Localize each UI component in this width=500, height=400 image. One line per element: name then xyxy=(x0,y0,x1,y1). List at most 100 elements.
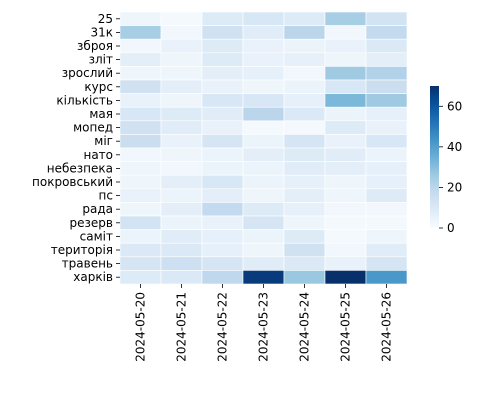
heatmap-cell xyxy=(160,147,203,162)
heatmap-cell xyxy=(201,66,244,81)
heatmap-cell xyxy=(283,25,326,40)
heatmap-cell xyxy=(242,38,285,54)
heatmap-cell xyxy=(365,215,408,230)
heatmap-cell xyxy=(283,174,326,190)
colorbar-tick-label: 40 xyxy=(447,140,462,154)
y-tick-label: 25 xyxy=(98,12,113,26)
heatmap-cell xyxy=(242,270,285,285)
heatmap-cell xyxy=(324,229,367,244)
heatmap-cell xyxy=(242,215,285,230)
heatmap-cell xyxy=(119,147,162,162)
y-tick-label: зброя xyxy=(77,39,113,53)
heatmap-cell xyxy=(160,25,203,40)
heatmap-cell xyxy=(119,11,162,26)
colorbar-gradient xyxy=(430,86,439,228)
heatmap-cell xyxy=(119,242,162,258)
heatmap-cell xyxy=(283,188,326,203)
heatmap-cell xyxy=(365,242,408,258)
heatmap-cell xyxy=(242,11,285,26)
heatmap-cell xyxy=(283,79,326,94)
heatmap-cell xyxy=(119,215,162,230)
heatmap-cell xyxy=(283,52,326,67)
heatmap-cell xyxy=(324,134,367,149)
heatmap-cell xyxy=(365,147,408,162)
heatmap-cell xyxy=(201,120,244,135)
heatmap-cell xyxy=(324,242,367,258)
heatmap-cell xyxy=(324,106,367,122)
x-tick-label: 2024-05-22 xyxy=(216,292,230,362)
heatmap-cell xyxy=(160,270,203,285)
heatmap-cell xyxy=(242,52,285,67)
heatmap-cell xyxy=(201,242,244,258)
heatmap-cell xyxy=(119,93,162,108)
heatmap-cell xyxy=(242,66,285,81)
heatmap-cell xyxy=(283,242,326,258)
y-tick-label: нато xyxy=(83,148,113,162)
y-tick-label: зліт xyxy=(89,53,113,67)
heatmap-cell xyxy=(201,215,244,230)
heatmap-cell xyxy=(365,79,408,94)
heatmap-cell xyxy=(242,174,285,190)
heatmap-cell xyxy=(160,120,203,135)
heatmap-cell xyxy=(242,242,285,258)
y-tick-label: рада xyxy=(82,202,113,216)
heatmap-cell xyxy=(283,147,326,162)
heatmap-cell xyxy=(324,270,367,285)
heatmap-cell xyxy=(201,25,244,40)
heatmap-cell xyxy=(119,256,162,271)
colorbar-tick-label: 20 xyxy=(447,180,462,194)
y-tick-label: 31к xyxy=(90,25,113,39)
heatmap-cell xyxy=(201,11,244,26)
x-tick-label: 2024-05-26 xyxy=(380,292,394,362)
heatmap-cell xyxy=(365,270,408,285)
heatmap-cell xyxy=(283,11,326,26)
heatmap-cell xyxy=(365,256,408,271)
y-tick-label: саміт xyxy=(80,229,113,243)
heatmap-cell xyxy=(324,25,367,40)
heatmap-cell xyxy=(324,79,367,94)
heatmap-cell xyxy=(119,229,162,244)
y-tick-label: резерв xyxy=(70,216,113,230)
x-tick-label: 2024-05-23 xyxy=(257,292,271,362)
heatmap-cell xyxy=(365,66,408,81)
heatmap-cell xyxy=(119,106,162,122)
heatmap-cell xyxy=(160,202,203,217)
colorbar-tick-label: 0 xyxy=(447,221,455,235)
heatmap-cell xyxy=(201,38,244,54)
heatmap-cell xyxy=(242,106,285,122)
heatmap-cell xyxy=(201,147,244,162)
y-tick-label: мопед xyxy=(73,121,113,135)
heatmap-cell xyxy=(160,242,203,258)
y-axis: 2531кзброязлітзрослийкурскількістьмаямоп… xyxy=(32,12,120,284)
heatmap-cell xyxy=(242,25,285,40)
x-tick-label: 2024-05-20 xyxy=(134,292,148,362)
y-tick-label: харків xyxy=(73,270,113,284)
heatmap-cell xyxy=(324,147,367,162)
heatmap-cell xyxy=(242,256,285,271)
heatmap-cell xyxy=(283,161,326,176)
y-tick-label: травень xyxy=(62,257,113,271)
heatmap-cell xyxy=(119,52,162,67)
heatmap-cell xyxy=(324,256,367,271)
x-axis: 2024-05-20 2024-05-21 2024-05-22 2024-05-23… xyxy=(134,284,394,362)
heatmap-cell xyxy=(242,93,285,108)
heatmap-cell xyxy=(365,52,408,67)
heatmap-cell xyxy=(201,161,244,176)
heatmap-cell xyxy=(365,202,408,217)
heatmap-cell xyxy=(242,147,285,162)
heatmap-cell xyxy=(324,188,367,203)
heatmap-cell xyxy=(160,161,203,176)
heatmap-cell xyxy=(283,202,326,217)
heatmap-cell xyxy=(324,38,367,54)
heatmap-cell xyxy=(283,229,326,244)
heatmap-cell xyxy=(283,38,326,54)
y-tick-label: територія xyxy=(51,243,113,257)
heatmap-cell xyxy=(119,66,162,81)
heatmap-cell xyxy=(119,188,162,203)
heatmap-cell xyxy=(283,106,326,122)
heatmap-cell xyxy=(119,120,162,135)
heatmap-cell xyxy=(242,120,285,135)
heatmap-cell xyxy=(283,93,326,108)
y-tick-label: курс xyxy=(84,80,113,94)
